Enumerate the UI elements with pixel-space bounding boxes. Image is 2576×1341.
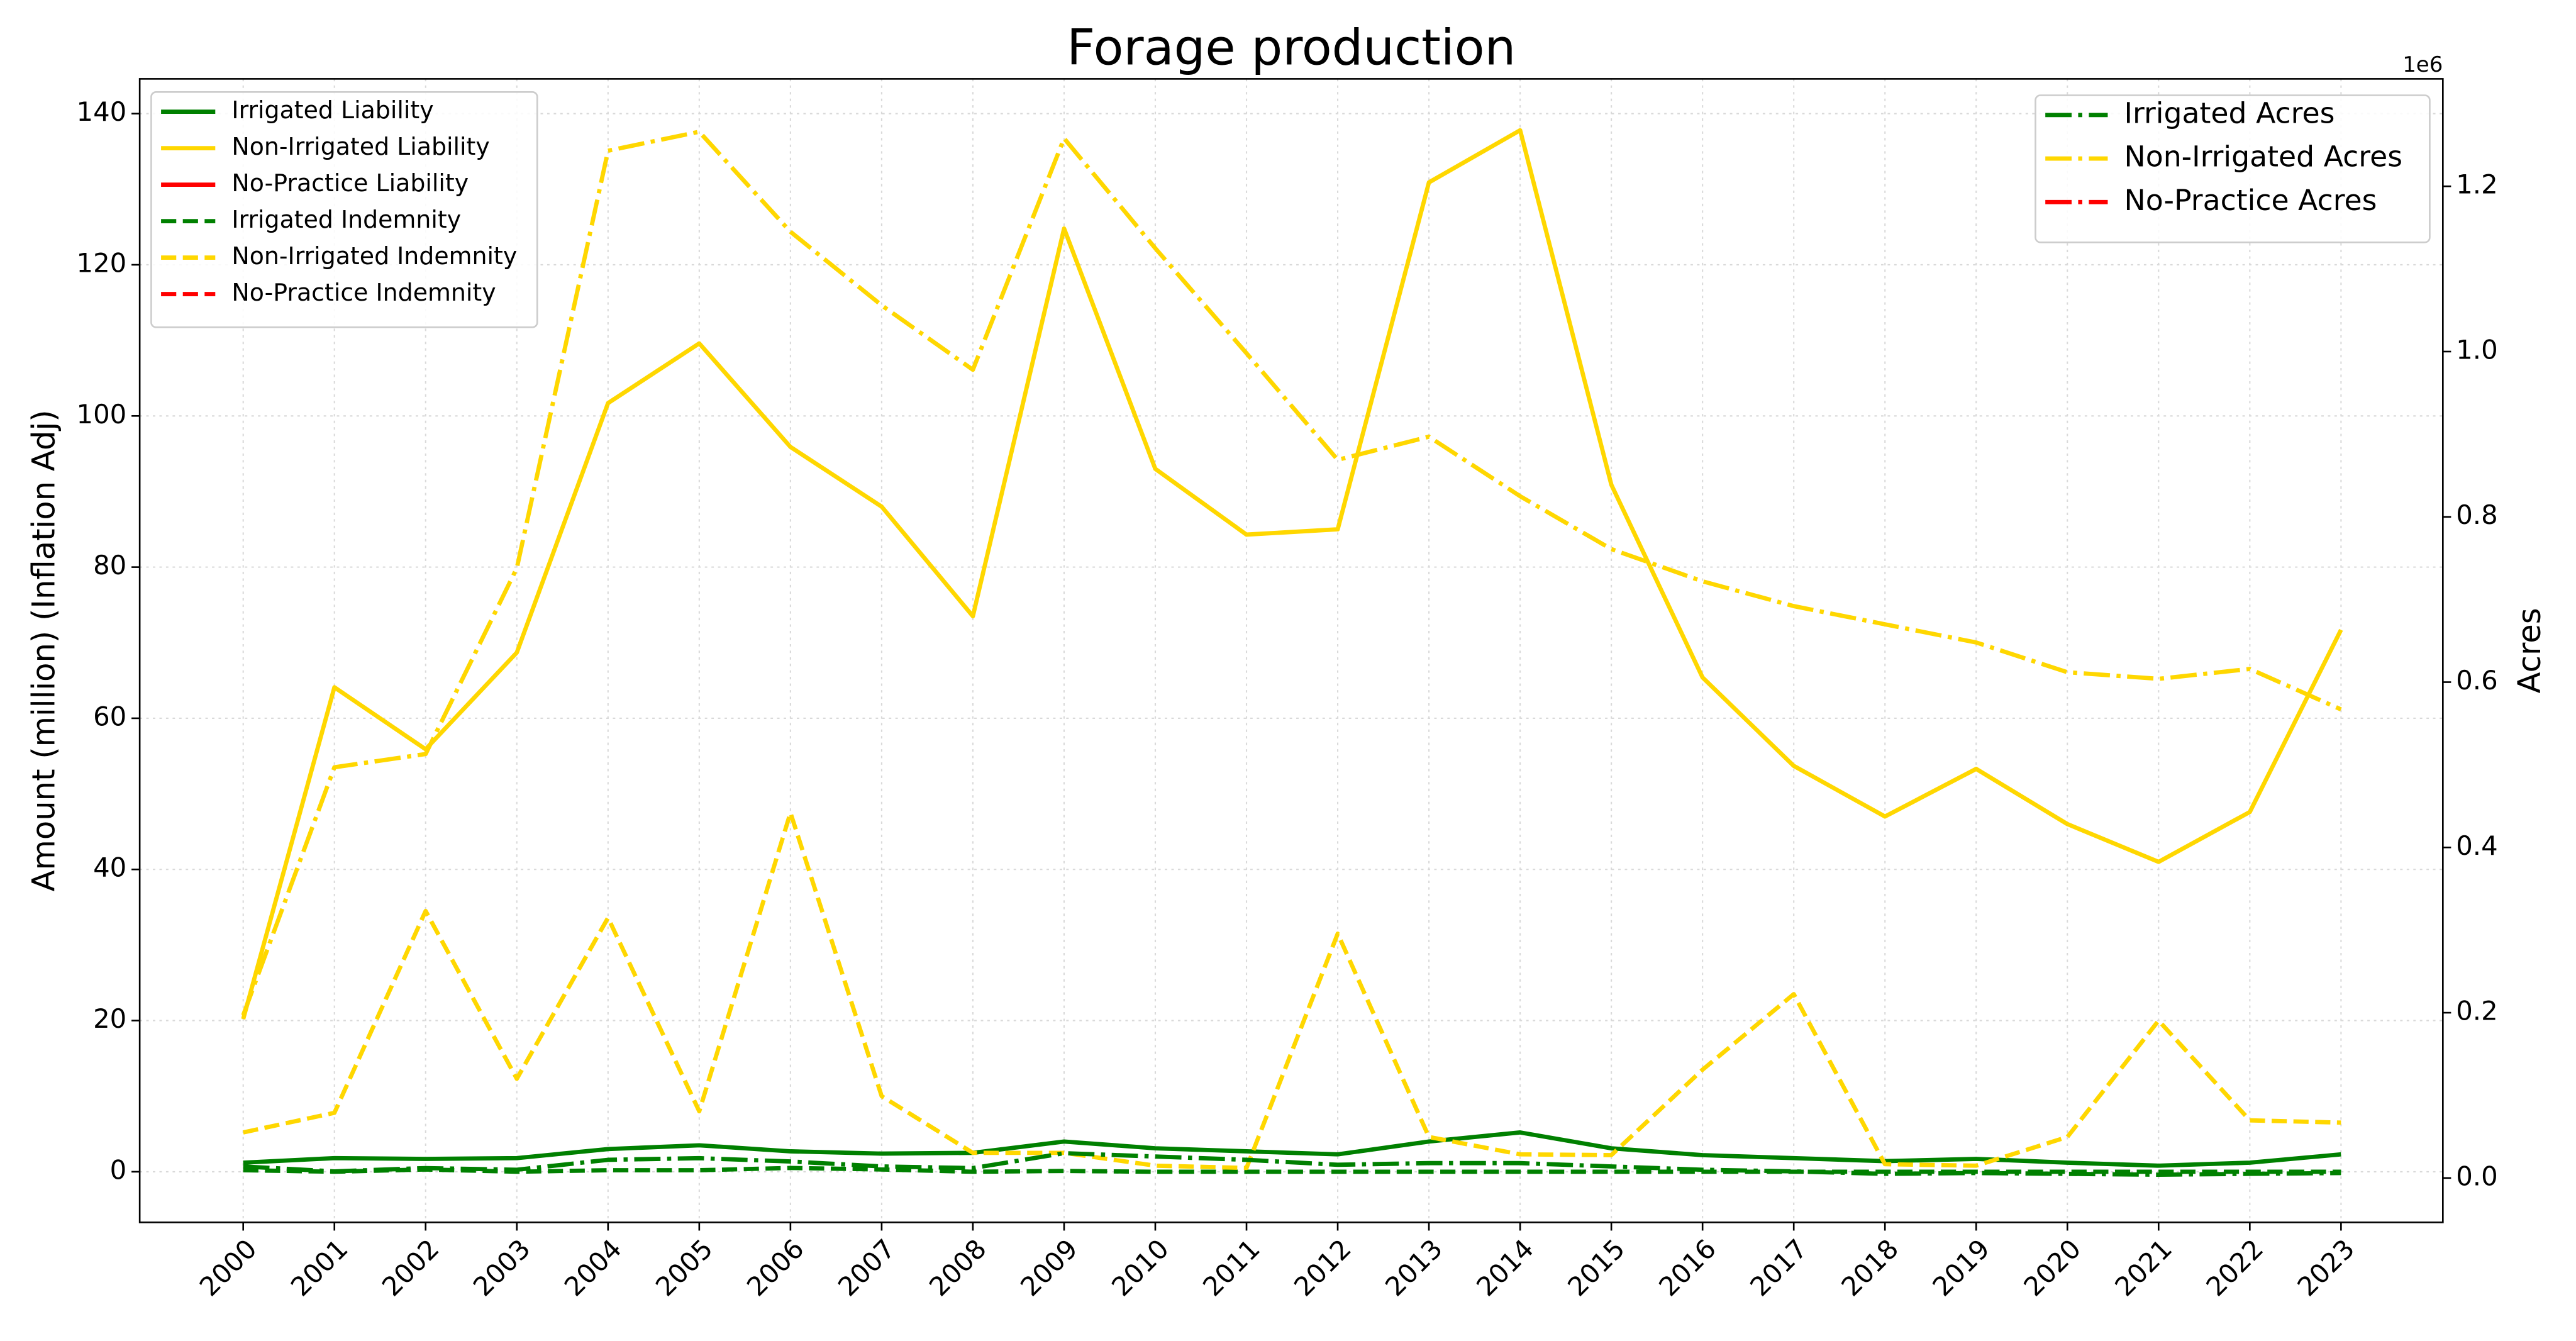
x-tick-label: 2009	[1014, 1233, 1084, 1303]
y-tick-label: 20	[93, 1003, 126, 1034]
y-tick-label: 60	[93, 701, 126, 732]
series-line	[242, 810, 2341, 1171]
x-tick-label: 2005	[650, 1233, 719, 1303]
legend-box	[2035, 94, 2431, 243]
x-tick-label: 2011	[1197, 1233, 1266, 1303]
y-tick-label: 40	[93, 852, 126, 883]
legend-label: Non-Irrigated Acres	[2124, 140, 2402, 174]
legend-label: No-Practice Indemnity	[231, 279, 496, 306]
x-tick-label: 2014	[1470, 1233, 1540, 1303]
legend-label: No-Practice Liability	[231, 169, 469, 197]
legend-box	[150, 91, 538, 328]
x-tick-label: 2018	[1835, 1233, 1904, 1303]
y2-offset-label: 1e6	[2402, 52, 2443, 77]
legend-label: Non-Irrigated Liability	[231, 133, 489, 160]
x-tick-label: 2015	[1562, 1233, 1631, 1303]
x-tick-label: 2002	[376, 1233, 445, 1303]
x-tick-label: 2017	[1744, 1233, 1813, 1303]
y-tick-label: 120	[76, 247, 126, 278]
x-tick-label: 2023	[2291, 1233, 2360, 1303]
y-tick-label: 140	[76, 96, 126, 127]
x-tick-label: 2022	[2200, 1233, 2269, 1303]
legend-label: Non-Irrigated Indemnity	[231, 242, 517, 270]
x-tick-label: 2016	[1653, 1233, 1722, 1303]
y-tick-label: 80	[93, 550, 126, 581]
x-tick-label: 2006	[741, 1233, 810, 1303]
y-tick-label: 100	[76, 399, 126, 430]
y2-tick-label: 0.0	[2456, 1160, 2497, 1191]
y2-tick-label: 0.6	[2456, 665, 2497, 696]
x-tick-label: 2003	[467, 1233, 536, 1303]
y-tick-label: 0	[110, 1154, 127, 1185]
x-tick-label: 2008	[923, 1233, 992, 1303]
x-tick-label: 2004	[558, 1233, 628, 1303]
y2-tick-label: 0.2	[2456, 996, 2497, 1027]
x-tick-label: 2013	[1379, 1233, 1448, 1303]
x-tick-label: 2021	[2109, 1233, 2178, 1303]
series-line	[241, 128, 2343, 1020]
x-tick-label: 2012	[1288, 1233, 1357, 1303]
x-tick-label: 2019	[1926, 1233, 1996, 1303]
series-line	[241, 130, 2342, 1016]
x-tick-label: 2007	[832, 1233, 901, 1303]
y-axis-label: Amount (million) (Inflation Adj)	[26, 409, 62, 891]
y2-tick-label: 1.0	[2456, 334, 2497, 365]
x-tick-label: 2001	[285, 1233, 354, 1303]
y2-tick-label: 0.4	[2456, 830, 2497, 861]
y2-axis-label: Acres	[2511, 608, 2548, 693]
series-line	[243, 1151, 2341, 1177]
legend: Irrigated Liability Non-Irrigated Liabili…	[150, 91, 538, 328]
legend: Irrigated Acres Non-Irrigated Acres No-Pra…	[2035, 94, 2431, 243]
chart-title: Forage production	[1067, 19, 1516, 76]
x-tick-label: 2010	[1106, 1233, 1175, 1303]
legend-label: Irrigated Indemnity	[231, 206, 461, 233]
legend-label: Irrigated Acres	[2124, 96, 2335, 130]
x-tick-label: 2020	[2018, 1233, 2087, 1303]
x-tick-label: 2000	[194, 1233, 263, 1303]
y2-tick-label: 0.8	[2456, 499, 2497, 530]
legend-label: No-Practice Acres	[2124, 184, 2377, 217]
y2-tick-label: 1.2	[2456, 169, 2497, 200]
legend-label: Irrigated Liability	[231, 96, 433, 124]
plot-frame	[138, 78, 2444, 1223]
